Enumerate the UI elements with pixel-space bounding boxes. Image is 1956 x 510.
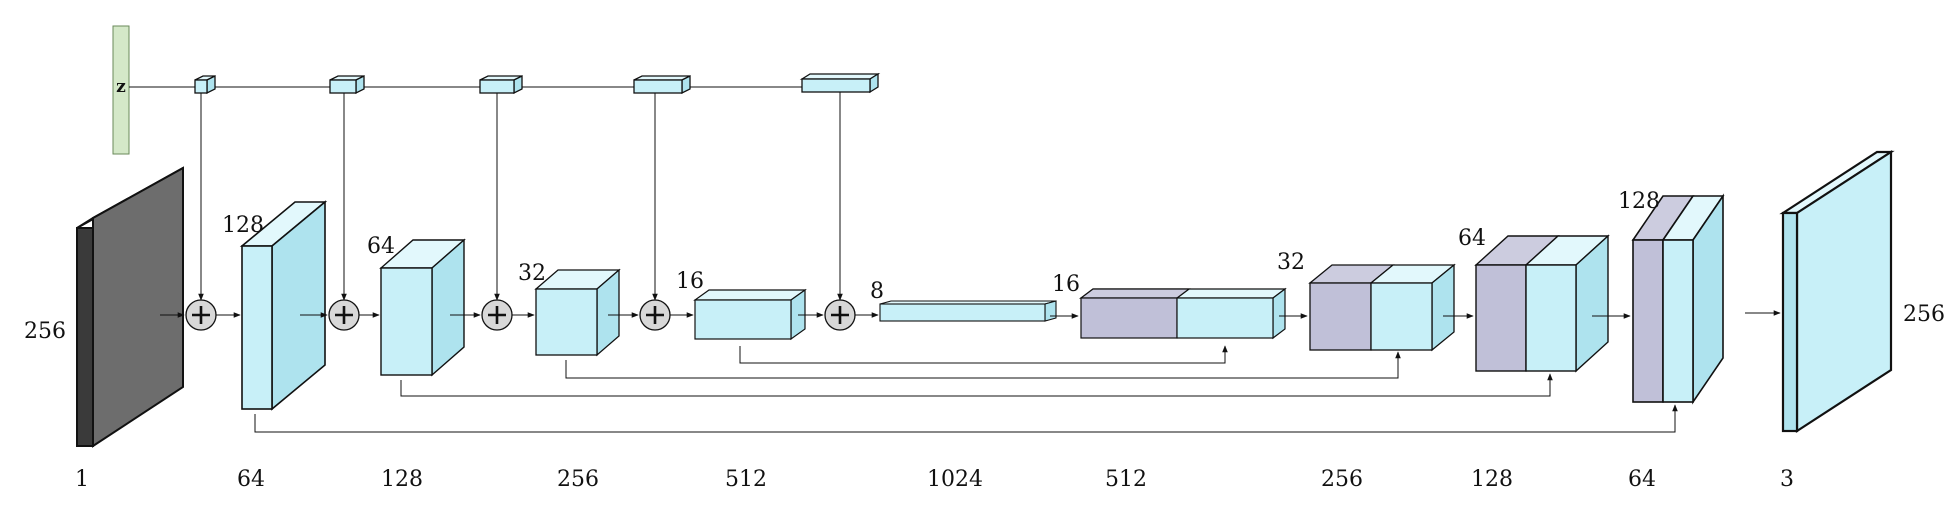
encoder-block-2 [381, 240, 464, 375]
spatial-label-enc2: 64 [367, 234, 395, 259]
bottleneck-block [880, 301, 1056, 321]
noise-projection-5 [802, 74, 878, 92]
spatial-label-dec3: 64 [1458, 226, 1486, 251]
noise-projection-1 [195, 76, 215, 93]
channel-label: 1024 [927, 467, 983, 492]
noise-projection-4 [634, 76, 690, 93]
plus-circle-icon [825, 300, 855, 330]
channel-label: 64 [237, 467, 265, 492]
decoder-block-4 [1633, 196, 1723, 402]
encoder-block-3 [536, 270, 619, 355]
noise-projection-2 [330, 76, 364, 93]
noise-projection-3 [480, 76, 522, 93]
channel-label: 512 [1105, 467, 1147, 492]
input-image-block [77, 168, 183, 446]
plus-circle-icon [640, 300, 670, 330]
spatial-label-dec2: 32 [1277, 250, 1305, 275]
channel-label: 128 [1471, 467, 1513, 492]
spatial-label-dec4: 128 [1618, 189, 1660, 214]
channel-label: 256 [557, 467, 599, 492]
spatial-label-output: 256 [1903, 302, 1945, 327]
spatial-label-enc3: 32 [518, 261, 546, 286]
channel-label: 1 [75, 467, 89, 492]
plus-circle-icon [329, 300, 359, 330]
plus-circle-icon [482, 300, 512, 330]
spatial-label-dec1: 16 [1052, 272, 1080, 297]
spatial-label-bottleneck: 8 [870, 279, 884, 304]
decoder-block-1 [1081, 289, 1285, 338]
decoder-block-2 [1310, 265, 1454, 350]
spatial-label-enc1: 128 [222, 213, 264, 238]
skip-connections [255, 346, 1675, 432]
channel-label: 3 [1780, 467, 1794, 492]
channel-label: 256 [1321, 467, 1363, 492]
spatial-label-input: 256 [24, 319, 66, 344]
decoder-block-3 [1476, 236, 1608, 371]
output-image-block [1783, 152, 1891, 431]
noise-label: z [116, 77, 126, 97]
spatial-label-enc4: 16 [676, 269, 704, 294]
channel-label: 64 [1628, 467, 1656, 492]
channel-label: 128 [381, 467, 423, 492]
plus-circle-icon [186, 300, 216, 330]
encoder-block-4 [695, 290, 805, 339]
channel-labels: 1 64 128 256 512 1024 512 256 128 64 3 [75, 467, 1794, 492]
channel-label: 512 [725, 467, 767, 492]
